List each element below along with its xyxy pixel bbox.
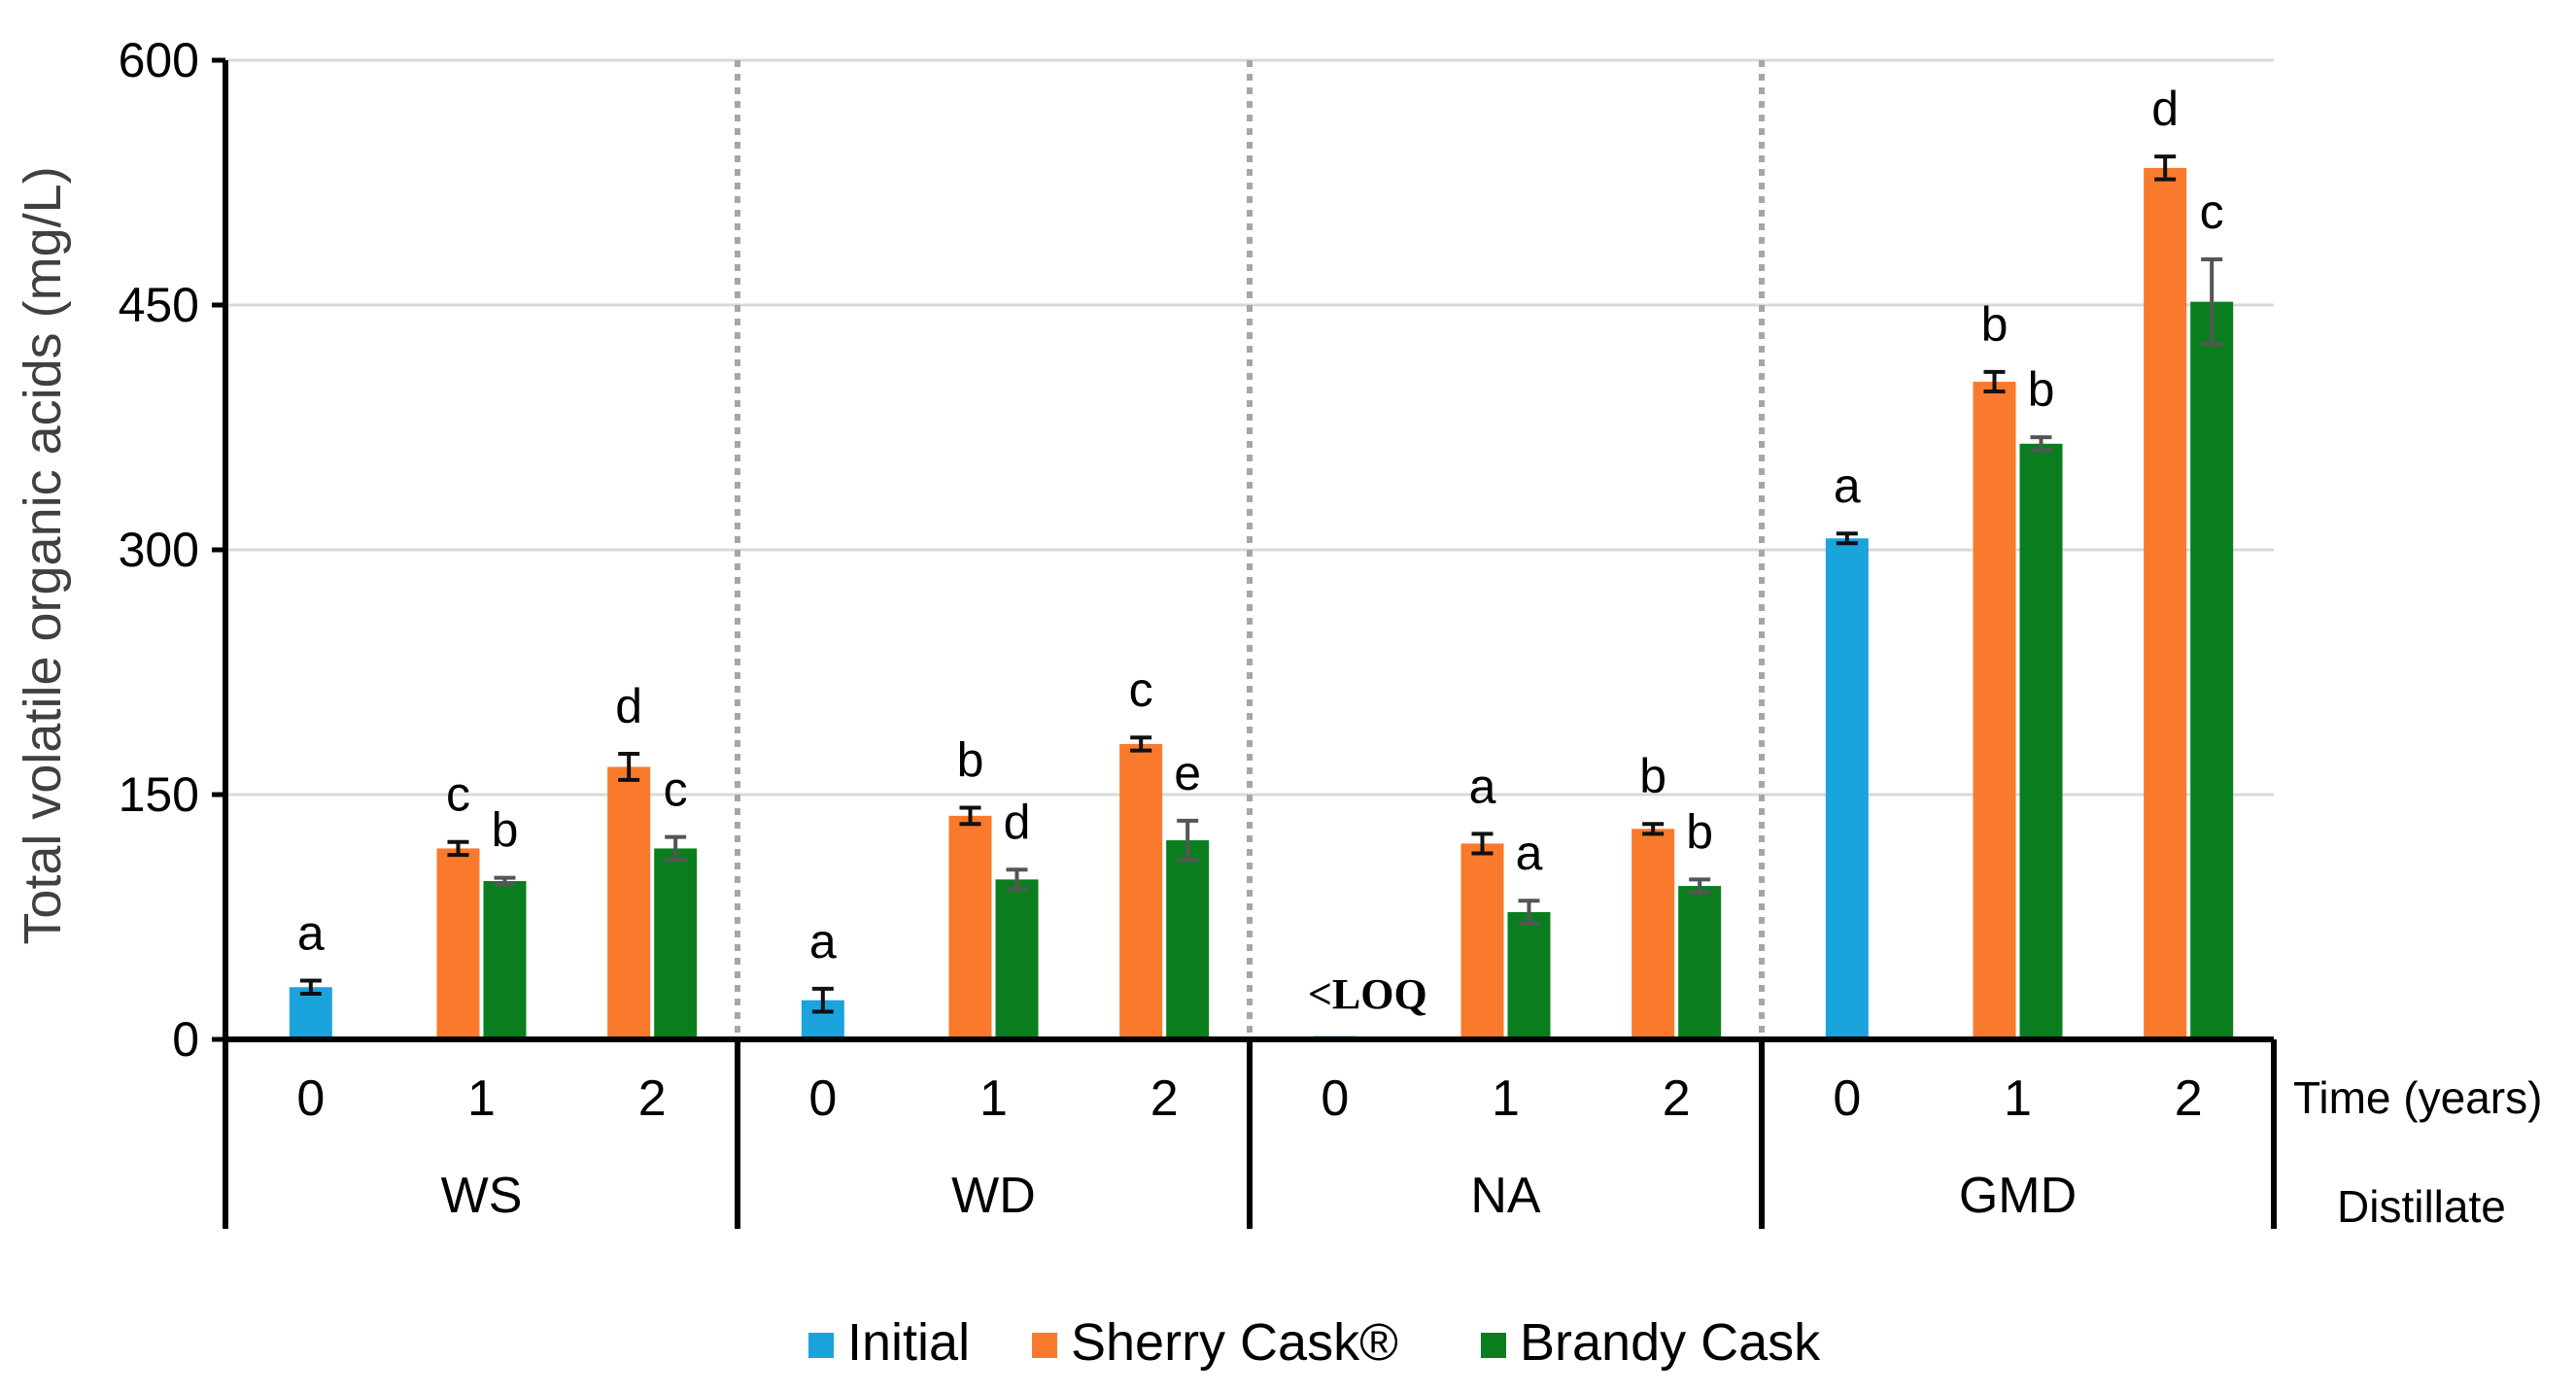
significance-letter: d [2151, 82, 2179, 136]
distillate-label: WS [441, 1168, 523, 1224]
y-tick-label: 300 [119, 523, 199, 577]
legend-label: Sherry Cask® [1071, 1313, 1398, 1372]
group-separators [735, 60, 1765, 1039]
bar [2019, 443, 2063, 1039]
time-label: 1 [2004, 1070, 2032, 1127]
time-label: 0 [1321, 1070, 1349, 1127]
y-axis-label: Total volatile organic acids (mg/L) [14, 166, 72, 944]
distillate-axis-label: Distillate [2337, 1181, 2506, 1232]
axes [223, 60, 2277, 1229]
time-label: 0 [1833, 1070, 1861, 1127]
bar [1631, 829, 1675, 1039]
significance-letter: b [492, 803, 519, 858]
loq-label: <LOQ [1308, 970, 1427, 1018]
significance-letter: c [1129, 662, 1153, 717]
bar [654, 848, 698, 1039]
bar [1678, 886, 1722, 1039]
x-category-labels: 0 1 2 WS 0 1 2 WD 0 1 2 NA 0 1 2 GMD [296, 1070, 2202, 1224]
significance-letter: e [1174, 746, 1201, 800]
time-label: 0 [808, 1070, 837, 1127]
y-tick-labels: 0 150 300 450 600 [119, 33, 225, 1067]
bar [2144, 167, 2187, 1039]
legend-label: Brandy Cask [1520, 1313, 1821, 1372]
bar [1507, 911, 1551, 1039]
time-label: 0 [296, 1070, 325, 1127]
legend-swatch [808, 1333, 834, 1358]
significance-letter: b [1686, 804, 1713, 859]
time-label: 1 [979, 1070, 1008, 1127]
bar [1460, 843, 1504, 1039]
significance-letter: c [446, 767, 470, 822]
significance-letter: c [2200, 185, 2224, 239]
bar [1973, 381, 2016, 1040]
legend-swatch [1481, 1333, 1506, 1358]
time-label: 1 [1492, 1070, 1520, 1127]
y-tick-label: 450 [119, 278, 199, 332]
legend-label: Initial [847, 1313, 970, 1372]
distillate-label: GMD [1959, 1168, 2077, 1224]
significance-letter: a [297, 906, 325, 961]
bar [1119, 743, 1163, 1039]
bar [995, 879, 1039, 1039]
time-label: 2 [1151, 1070, 1179, 1127]
bar [289, 987, 332, 1039]
y-tick-label: 150 [119, 767, 199, 822]
bars [289, 167, 2234, 1040]
bar [483, 881, 527, 1039]
distillate-label: NA [1470, 1168, 1541, 1224]
significance-letter: b [1639, 749, 1666, 803]
time-label: 2 [638, 1070, 667, 1127]
significance-letter: b [957, 732, 984, 787]
time-axis-label: Time (years) [2293, 1072, 2542, 1123]
significance-letter: a [1469, 759, 1496, 813]
error-bars [299, 154, 2223, 1014]
significance-letter: b [2028, 362, 2055, 417]
distillate-label: WD [951, 1168, 1036, 1224]
significance-letter: c [664, 763, 688, 817]
significance-letter: d [615, 679, 642, 733]
legend-swatch [1032, 1333, 1057, 1358]
significance-letter: a [809, 914, 837, 968]
significance-letter: b [1981, 297, 2009, 352]
time-label: 1 [467, 1070, 496, 1127]
bar [2190, 301, 2234, 1039]
bar [948, 815, 992, 1039]
significance-letter: a [1834, 458, 1861, 513]
bar [1166, 840, 1210, 1039]
legend: Initial Sherry Cask® Brandy Cask [808, 1313, 1821, 1372]
significance-letter: a [1516, 826, 1543, 880]
bar [1825, 538, 1869, 1039]
time-label: 2 [1663, 1070, 1691, 1127]
significance-letter: d [1004, 795, 1031, 849]
y-tick-label: 600 [119, 33, 199, 87]
bar [607, 766, 651, 1039]
y-tick-label: 0 [172, 1012, 199, 1067]
bar [436, 848, 480, 1039]
time-label: 2 [2175, 1070, 2203, 1127]
